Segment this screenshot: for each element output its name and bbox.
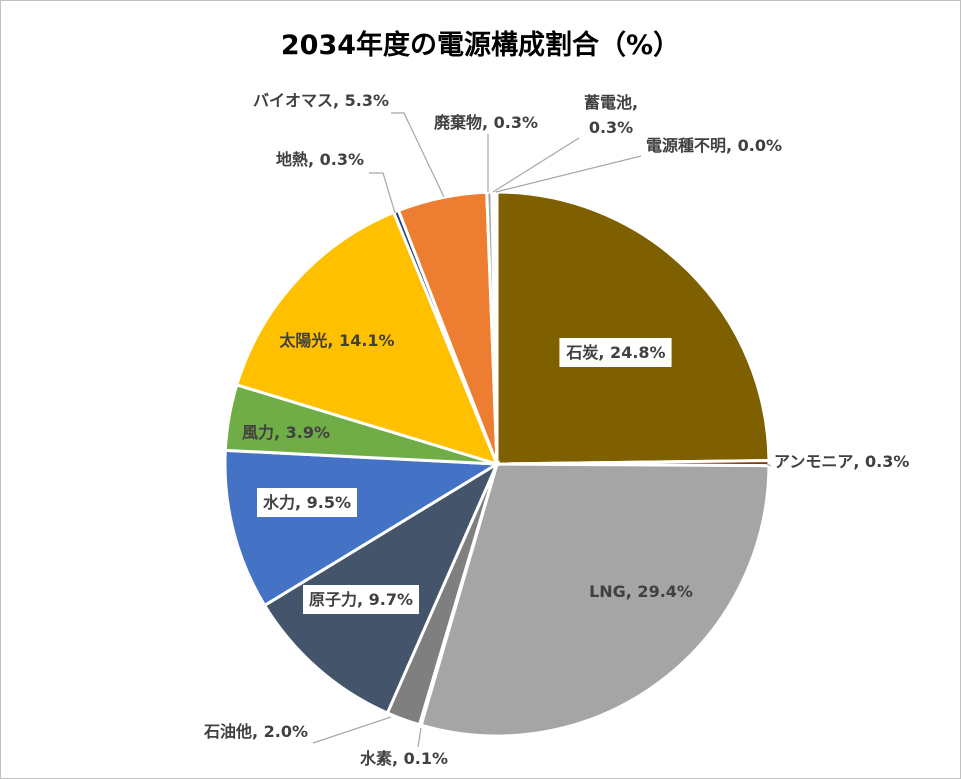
data-label-3: LNG, 29.4%	[589, 582, 693, 601]
pie-slice-1	[495, 190, 771, 466]
data-label-12: 廃棄物, 0.3%	[434, 113, 538, 132]
svg-text:地熱, 0.3%: 地熱, 0.3%	[276, 150, 364, 169]
data-label-10: 地熱, 0.3%	[276, 150, 364, 169]
pie-slice-9	[234, 210, 500, 467]
svg-text:蓄電池,0.3%: 蓄電池, 0.3%	[584, 93, 638, 137]
svg-text:LNG, 29.4%: LNG, 29.4%	[589, 582, 693, 601]
data-label-11: バイオマス, 5.3%	[253, 91, 389, 110]
leader-line-14	[495, 155, 642, 193]
data-label-9: 太陽光, 14.1%	[278, 331, 394, 350]
svg-text:風力, 3.9%: 風力, 3.9%	[242, 423, 330, 442]
leader-line-13	[492, 137, 580, 193]
svg-text:廃棄物, 0.3%: 廃棄物, 0.3%	[434, 113, 538, 132]
data-label-4: 水素, 0.1%	[360, 749, 448, 768]
svg-text:電源種不明, 0.0%: 電源種不明, 0.0%	[646, 136, 782, 155]
leader-line-11	[391, 112, 445, 198]
leader-line-5	[312, 716, 392, 744]
leader-line-2	[766, 463, 772, 467]
svg-text:バイオマス, 5.3%: バイオマス, 5.3%	[253, 91, 389, 110]
data-label-8: 風力, 3.9%	[242, 423, 330, 442]
data-label-13: 蓄電池, 0.3%	[584, 93, 638, 137]
data-label-14: 電源種不明, 0.0%	[646, 136, 782, 155]
data-label-7: 水力, 9.5%	[256, 488, 358, 517]
data-label-6: 原子力, 9.7%	[302, 585, 420, 614]
svg-text:石炭, 24.8%: 石炭, 24.8%	[565, 343, 665, 362]
pie-slice-3	[419, 462, 771, 738]
chart-title: 2034年度の電源構成割合（%）	[280, 30, 681, 61]
data-label-5: 石油他, 2.0%	[203, 722, 308, 741]
svg-text:原子力, 9.7%: 原子力, 9.7%	[309, 590, 413, 609]
data-label-2: アンモニア, 0.3%	[774, 452, 909, 471]
svg-text:太陽光, 14.1%: 太陽光, 14.1%	[278, 331, 394, 350]
svg-text:アンモニア, 0.3%: アンモニア, 0.3%	[774, 452, 909, 471]
leader-line-4	[417, 727, 422, 748]
leader-line-10	[369, 172, 396, 214]
svg-text:水素, 0.1%: 水素, 0.1%	[360, 749, 448, 768]
svg-text:石油他, 2.0%: 石油他, 2.0%	[203, 722, 308, 741]
data-label-1: 石炭, 24.8%	[559, 338, 672, 367]
svg-text:水力, 9.5%: 水力, 9.5%	[263, 493, 351, 512]
